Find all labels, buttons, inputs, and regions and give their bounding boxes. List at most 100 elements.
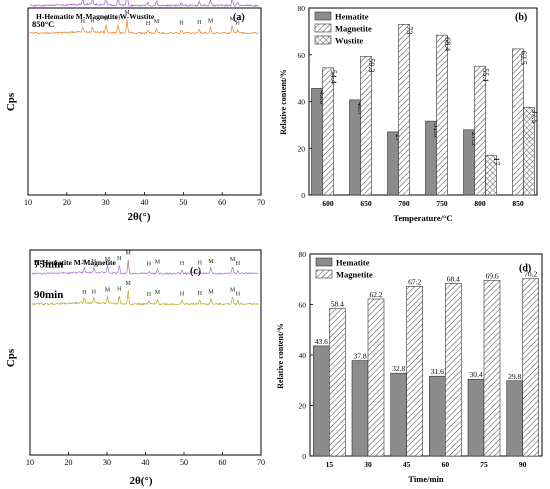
bar [398, 24, 410, 196]
peak-label: H [92, 259, 97, 265]
y-tick-label: 0 [301, 191, 305, 200]
peak-label: M [208, 259, 214, 265]
panel-label: (a) [233, 12, 245, 23]
x-tick-label: 10 [26, 458, 34, 467]
peak-label: H [198, 291, 203, 297]
bar-value-label: 55.1 [481, 68, 490, 82]
y-tick-label: 20 [298, 144, 306, 153]
panel-label: (c) [190, 266, 201, 277]
x-tick-label: 750 [436, 199, 448, 208]
x-tick-label: 40 [141, 198, 149, 207]
x-tick-label: 70 [257, 198, 265, 207]
x-tick-label: 15 [326, 460, 334, 469]
series-label: 800°C [32, 0, 54, 2]
legend-label: Magnetite [336, 270, 373, 280]
peak-label: M [126, 251, 132, 257]
peak-label: M [105, 257, 111, 263]
bar [313, 345, 330, 457]
bar [523, 107, 535, 196]
peak-label: M [230, 287, 236, 293]
peak-label: M [208, 18, 214, 24]
legend-swatch [314, 35, 332, 45]
series-label: 75min [34, 259, 63, 271]
series-line [31, 290, 259, 306]
legend-swatch [315, 257, 333, 267]
peak-label: H [179, 21, 184, 27]
peak-label: M [103, 16, 109, 22]
peak-label: H [82, 260, 87, 266]
bar [485, 154, 497, 196]
legend-label: Hematite [336, 258, 370, 268]
bar-value-label: 32.8 [392, 364, 405, 373]
peak-label: H [90, 18, 95, 24]
bar-value-label: 54.4 [329, 70, 338, 84]
peak-label: H [92, 289, 97, 295]
phase-content-temperature-chart: (b) Relative content/% Temperature/°C 45… [279, 4, 539, 223]
bar-value-label: 37.8 [353, 352, 366, 361]
y-tick-label: 20 [299, 402, 307, 411]
bar-value-label: 62.2 [369, 290, 382, 299]
bar [522, 278, 539, 457]
x-axis-label: 2θ(°) [130, 475, 153, 487]
peak-label: H [147, 292, 152, 298]
legend-swatch [315, 269, 333, 279]
x-tick-label: 600 [322, 199, 334, 208]
peak-label: M [230, 16, 236, 22]
bar-value-label: 17 [492, 157, 501, 165]
plot-frame [27, 7, 262, 196]
x-tick-label: 60 [442, 460, 450, 469]
x-tick-label: 75 [480, 460, 488, 469]
bar-value-label: 73 [405, 26, 414, 34]
y-axis-label: Relative content/% [279, 69, 288, 135]
x-axis-label: Time/min [408, 474, 444, 484]
bar-value-label: 37.5 [530, 109, 539, 123]
bar [360, 56, 372, 196]
peak-label: H [81, 19, 86, 25]
x-tick-label: 30 [102, 198, 110, 207]
x-tick-label: 60 [219, 458, 227, 467]
bar [390, 372, 407, 457]
y-tick-label: 60 [298, 51, 306, 60]
bar [406, 286, 423, 457]
bar [351, 360, 369, 457]
peak-label: M [208, 289, 214, 295]
x-tick-label: 50 [180, 458, 188, 467]
bar-value-label: 69.6 [485, 271, 498, 280]
bar-value-label: 58.4 [331, 300, 344, 309]
peak-label: H [147, 262, 152, 268]
bar-value-label: 29.8 [508, 372, 521, 381]
peak-label: M [155, 260, 161, 266]
y-tick-label: 0 [302, 452, 306, 461]
bar-value-label: 31.6 [431, 367, 444, 376]
bar-value-label: 59.3 [367, 58, 376, 72]
bar [467, 378, 485, 457]
panel-label: (b) [515, 12, 527, 23]
y-tick-label: 40 [299, 351, 307, 360]
bar [512, 48, 524, 196]
peak-label: H [197, 20, 202, 26]
series-line [31, 259, 259, 276]
peak-label: H [117, 287, 122, 293]
peak-label: M [124, 10, 130, 16]
series-label: 850°C [32, 19, 54, 29]
x-tick-label: 850 [512, 199, 524, 208]
peak-label: H [116, 16, 121, 22]
peak-label: H [180, 292, 185, 298]
bar [329, 308, 346, 457]
xrd-temperature-chart: H-Hematite M-Magnetite W-Wustite (a) Cps… [5, 0, 265, 223]
peak-label: H [146, 21, 151, 27]
peak-label: M [126, 281, 132, 287]
series-line [29, 19, 259, 35]
legend-swatch [314, 23, 332, 33]
bar [322, 67, 334, 196]
x-tick-label: 650 [360, 199, 372, 208]
peak-label: H [117, 256, 122, 262]
peak-label: H [236, 21, 241, 27]
y-axis-label: Relative content/% [276, 323, 285, 389]
x-tick-label: 50 [179, 198, 187, 207]
panel-label: (d) [519, 263, 531, 274]
y-tick-label: 40 [298, 98, 306, 107]
bar [367, 298, 385, 457]
y-tick-label: 80 [299, 250, 307, 259]
legend-text: H-Hematite M-Magnetite [34, 258, 117, 267]
